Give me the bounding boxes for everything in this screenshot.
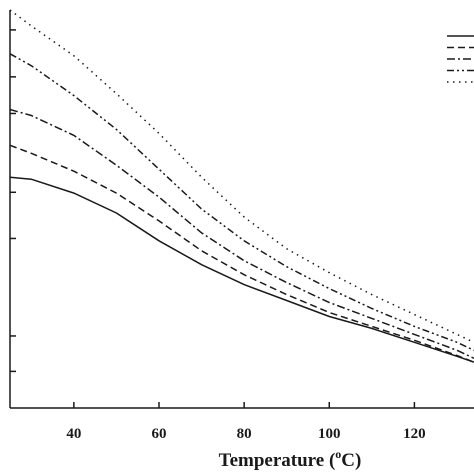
x-tick-label-80: 80	[237, 426, 252, 442]
axes: 40 60 80 100 120	[9, 10, 474, 442]
x-tick-label-100: 100	[318, 426, 341, 442]
x-axis-title-main: Temperature (	[219, 450, 336, 471]
x-axis-title-unit: C)	[341, 450, 361, 471]
legend	[447, 35, 474, 83]
series-line-5	[9, 9, 474, 343]
x-axis-title: Temperature (oC)	[219, 447, 362, 471]
series-group	[9, 9, 474, 363]
x-tick-label-120: 120	[403, 426, 426, 442]
x-tick-label-60: 60	[151, 426, 166, 442]
x-axis-title-degree: o	[335, 447, 341, 461]
series-line-2	[9, 144, 474, 363]
x-tick-label-40: 40	[66, 426, 81, 442]
series-line-3	[9, 108, 474, 359]
series-line-1	[9, 176, 474, 363]
series-line-4	[9, 53, 474, 351]
